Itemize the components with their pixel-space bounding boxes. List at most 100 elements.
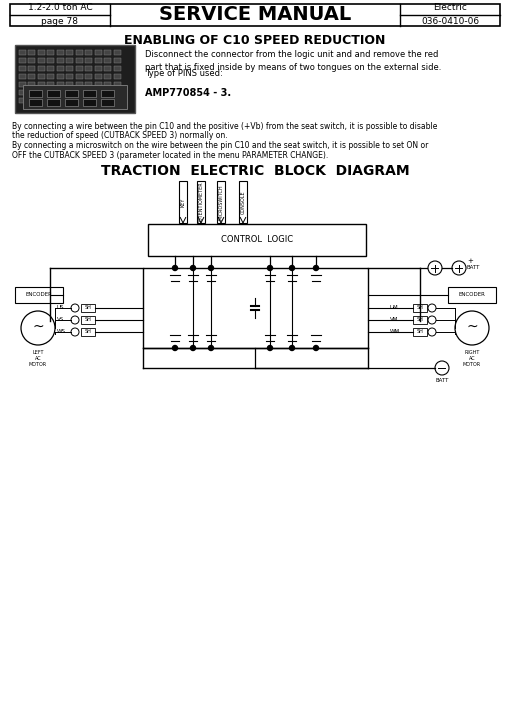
Bar [29, 66, 36, 71]
Circle shape [190, 266, 195, 271]
Bar [65, 90, 78, 97]
Bar [57, 58, 64, 63]
Text: BATT: BATT [466, 266, 479, 271]
Bar [57, 66, 64, 71]
Circle shape [208, 266, 213, 271]
Bar [76, 98, 83, 103]
Bar [29, 90, 36, 95]
Text: Type of PINS used:: Type of PINS used: [145, 69, 222, 78]
Text: CONSOLE: CONSOLE [240, 190, 245, 214]
Bar [86, 82, 92, 87]
Text: KEY: KEY [180, 198, 185, 207]
Bar [47, 90, 54, 95]
Circle shape [289, 266, 294, 271]
Bar [114, 82, 121, 87]
Bar [76, 58, 83, 63]
Bar [66, 58, 73, 63]
Text: SH: SH [84, 306, 91, 311]
Bar [412, 316, 426, 324]
Bar [29, 98, 36, 103]
Bar [143, 268, 367, 348]
Circle shape [21, 311, 55, 345]
Bar [86, 58, 92, 63]
Bar [76, 50, 83, 55]
Bar [114, 74, 121, 79]
Text: UM: UM [389, 306, 398, 311]
Text: WS: WS [57, 329, 66, 334]
Bar [47, 74, 54, 79]
Bar [57, 90, 64, 95]
Bar [81, 316, 95, 324]
Bar [95, 74, 102, 79]
Bar [19, 66, 26, 71]
Bar [38, 50, 45, 55]
Text: BATT: BATT [435, 378, 448, 383]
Bar [95, 66, 102, 71]
Text: SH: SH [416, 329, 422, 334]
Bar [412, 328, 426, 336]
Bar [114, 98, 121, 103]
Bar [239, 181, 246, 223]
Bar [47, 90, 60, 97]
Bar [104, 58, 111, 63]
Bar [38, 74, 45, 79]
Bar [57, 98, 64, 103]
Bar [66, 66, 73, 71]
Bar [29, 74, 36, 79]
Circle shape [190, 346, 195, 351]
Bar [114, 90, 121, 95]
Bar [66, 50, 73, 55]
Bar [114, 50, 121, 55]
Bar [104, 90, 111, 95]
Text: RIGHT
AC
MOTOR: RIGHT AC MOTOR [462, 350, 480, 367]
Circle shape [172, 346, 177, 351]
Text: ~: ~ [32, 320, 44, 334]
Bar [66, 74, 73, 79]
Bar [114, 66, 121, 71]
Circle shape [313, 266, 318, 271]
Bar [104, 98, 111, 103]
Bar [47, 66, 54, 71]
Bar [95, 98, 102, 103]
Text: Disconnect the connector from the logic unit and and remove the red
part that is: Disconnect the connector from the logic … [145, 50, 440, 72]
Bar [179, 181, 187, 223]
Bar [104, 50, 111, 55]
Bar [29, 99, 42, 106]
Circle shape [454, 311, 488, 345]
Text: SH: SH [416, 317, 422, 322]
Circle shape [208, 346, 213, 351]
Text: By connecting a microswitch on the wire between the pin C10 and the seat switch,: By connecting a microswitch on the wire … [12, 141, 428, 150]
Bar [29, 90, 42, 97]
Text: 036-0410-06: 036-0410-06 [420, 17, 478, 26]
Text: SH: SH [84, 317, 91, 322]
Bar [23, 85, 127, 109]
Bar [95, 82, 102, 87]
Text: ENABLING OF C10 SPEED REDUCTION: ENABLING OF C10 SPEED REDUCTION [124, 34, 385, 47]
Bar [65, 99, 78, 106]
Bar [29, 58, 36, 63]
Text: Electric: Electric [432, 4, 466, 12]
Bar [81, 304, 95, 312]
Bar [76, 90, 83, 95]
Bar [447, 287, 495, 303]
Text: By connecting a wire between the pin C10 and the positive (+Vb) from the seat sw: By connecting a wire between the pin C10… [12, 122, 437, 131]
Bar [104, 66, 111, 71]
Bar [38, 82, 45, 87]
Bar [19, 98, 26, 103]
Bar [15, 45, 135, 113]
Bar [104, 74, 111, 79]
Bar [10, 4, 499, 26]
Bar [19, 50, 26, 55]
Bar [47, 98, 54, 103]
Bar [81, 328, 95, 336]
Text: LEFT
AC
MOTOR: LEFT AC MOTOR [29, 350, 47, 367]
Bar [76, 66, 83, 71]
Circle shape [267, 346, 272, 351]
Bar [19, 74, 26, 79]
Text: VM: VM [389, 317, 398, 322]
Bar [86, 50, 92, 55]
Bar [47, 82, 54, 87]
Text: the reduction of speed (CUTBACK SPEED 3) normally on.: the reduction of speed (CUTBACK SPEED 3)… [12, 132, 227, 140]
Bar [47, 50, 54, 55]
Text: 1.2-2.0 ton AC: 1.2-2.0 ton AC [27, 4, 92, 12]
